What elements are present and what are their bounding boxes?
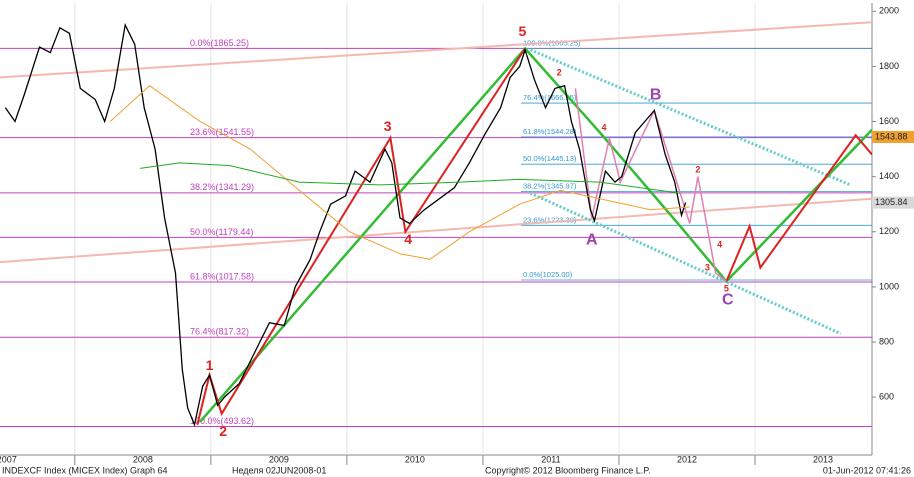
price-marker-box [872,130,914,143]
moving-average [109,85,690,260]
wave-label: 1 [206,357,214,373]
fib-label: 100.0%(493.62) [190,416,254,426]
trendline [725,133,872,282]
x-tick-label: 2010 [405,454,425,464]
trendline [529,48,851,187]
trendline [199,46,872,423]
price-marker-label: 1543.88 [875,131,908,141]
x-tick-label: 2009 [269,454,289,464]
wave-label: C [722,291,734,308]
footer-date: 01-Jun-2012 07:41:26 [823,465,911,475]
fib2-label: 0.0%(1025.00) [523,270,573,279]
y-tick-label: 1400 [879,171,899,181]
trendline [0,197,872,264]
wave-label: A [586,232,598,249]
x-tick-label: 2008 [133,454,153,464]
fib-label: 61.8%(1017.58) [190,271,254,281]
fib-label: 38.2%(1341.29) [190,182,254,192]
x-tick-label: 2007 [0,454,17,464]
fib2-label: 23.6%(1223.30) [523,215,577,224]
y-tick-label: 600 [879,391,894,401]
trendline [0,21,872,79]
wave-label: B [650,87,662,104]
wave-label: 4 [717,240,722,250]
wave-label: 5 [518,23,526,39]
fib-label: 76.4%(817.32) [190,327,249,337]
trendline [196,47,526,425]
fib2-label: 50.0%(1445.13) [523,154,577,163]
last-price-label: 1305.84 [875,197,908,207]
fib-label: 23.6%(1541.55) [190,127,254,137]
wave-label: 3 [705,263,710,273]
wave-label: 2 [695,165,700,175]
wave-label: 4 [601,123,606,133]
y-tick-label: 1800 [879,61,899,71]
x-tick-label: 2011 [541,454,560,464]
y-tick-label: 2000 [879,6,899,16]
y-tick-label: 1000 [879,281,899,291]
x-tick-label: 2012 [677,454,697,464]
fib2-label: 61.8%(1544.28) [523,127,577,136]
footer-copyright: Copyright© 2012 Bloomberg Finance L.P. [485,465,651,475]
last-price-box [872,196,914,209]
fib-label: 0.0%(1865.25) [190,38,249,48]
footer-source: INDEXCF Index (MICEX Index) Graph 64 [2,465,168,475]
y-tick-label: 800 [879,336,894,346]
wave-label: 3 [384,118,392,134]
wave-label: 2 [557,68,562,78]
wave-label: 2 [219,423,227,439]
wave-label: 4 [404,231,412,247]
x-tick-label: 2013 [813,454,833,464]
plot-area: 0.0%(1865.25) 23.6%(1541.55) 38.2%(1341.29… [0,3,872,455]
fib2-label: 38.2%(1345.97) [523,182,577,191]
y-tick-label: 1600 [879,116,899,126]
footer-period: Неделя 02JUN2008-01 [232,465,326,475]
moving-average [140,162,681,194]
trendline [529,191,842,336]
fib-label: 50.0%(1179.44) [190,227,253,237]
y-tick-label: 1200 [879,226,899,236]
wave-label: 5 [724,283,729,293]
